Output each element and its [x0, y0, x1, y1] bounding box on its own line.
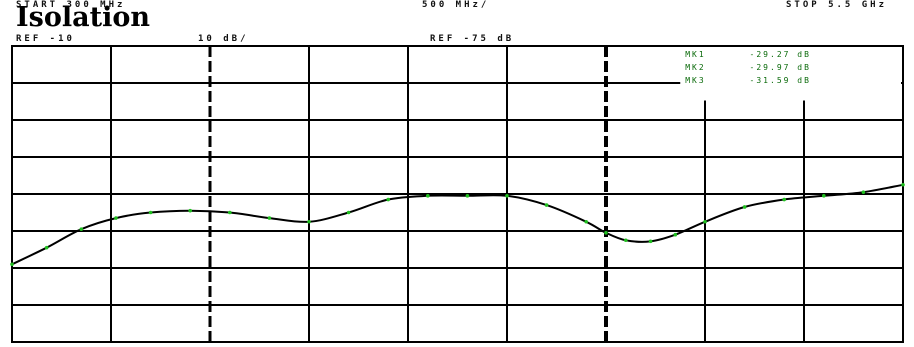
- trace-point: [861, 190, 866, 194]
- trace-point: [742, 205, 747, 209]
- trace-point: [544, 203, 549, 207]
- trace-point: [505, 194, 509, 198]
- marker-table-value: -31.59 dB: [750, 76, 811, 85]
- trace-point: [188, 208, 192, 213]
- marker-table-background: [680, 47, 901, 101]
- trace-point: [703, 219, 707, 224]
- trace-point: [604, 231, 608, 235]
- stop-frequency-label: STOP 5.5 GHz: [786, 0, 888, 10]
- marker-table-label: MK2: [685, 63, 705, 72]
- isolation-trace: [11, 183, 904, 266]
- marker-reference-label: REF -75 dB: [430, 34, 515, 44]
- chart-title: Isolation: [16, 2, 150, 33]
- span-label: 500 MHz/: [422, 0, 490, 10]
- trace-point: [901, 182, 905, 187]
- marker-table-value: -29.97 dB: [750, 63, 811, 72]
- trace-point: [228, 210, 232, 215]
- trace-point: [10, 262, 14, 267]
- trace-point: [307, 219, 311, 224]
- trace-point: [267, 216, 272, 220]
- marker-table-label: MK1: [685, 50, 705, 59]
- marker-table-label: MK3: [685, 76, 705, 85]
- trace-point: [346, 210, 351, 215]
- trace-point: [44, 245, 49, 250]
- scale-label: 10 dB/: [198, 34, 249, 44]
- trace-point: [584, 219, 588, 224]
- trace-point: [648, 239, 653, 244]
- trace-point: [624, 238, 628, 243]
- reference-level-label: REF -10: [16, 34, 75, 44]
- trace-point: [148, 210, 153, 215]
- trace-point: [465, 194, 470, 198]
- trace-point: [79, 227, 84, 231]
- trace-point: [426, 194, 430, 198]
- trace-point: [822, 194, 826, 198]
- trace-point: [782, 197, 786, 202]
- trace-point: [114, 216, 118, 220]
- start-frequency-label: START 300 MHz: [16, 0, 126, 10]
- trace-point: [673, 232, 678, 237]
- trace-point: [386, 197, 391, 202]
- marker-table-value: -29.27 dB: [750, 50, 811, 59]
